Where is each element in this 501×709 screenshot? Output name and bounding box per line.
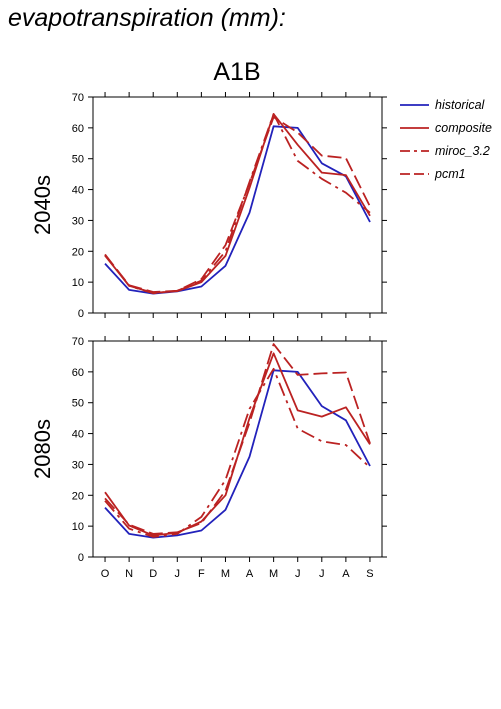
y-tick-label: 60: [72, 123, 84, 135]
y-tick-label: 70: [72, 336, 84, 348]
x-tick-label: F: [198, 568, 205, 580]
y-tick-label: 0: [78, 308, 84, 320]
x-tick-label: M: [221, 568, 230, 580]
panel-2040s: 0 10 20 30 40 50 60 70 2040s: [30, 92, 387, 320]
legend-label: historical: [435, 98, 486, 112]
chart-panels: 0 10 20 30 40 50 60 70 2040s 0 10 20 30 40 50 60 70 O N D J F…: [30, 92, 387, 580]
legend-label: pcm1: [434, 167, 466, 181]
y-tick-label: 10: [72, 277, 84, 289]
figure-title: evapotranspiration (mm):: [8, 4, 286, 32]
series-line-historical: [104, 125, 371, 295]
x-tick-label: M: [269, 568, 278, 580]
series-line-pcm1: [104, 116, 371, 293]
series-line-composite: [104, 113, 371, 294]
plot-frame: [92, 340, 383, 558]
y-tick-label: 40: [72, 429, 84, 441]
x-tick-label: N: [125, 568, 133, 580]
y-tick-label: 30: [72, 459, 84, 471]
y-tick-label: 40: [72, 185, 84, 197]
y-tick-label: 10: [72, 521, 84, 533]
series-line-miroc_3.2: [104, 367, 371, 538]
legend-label: composite: [435, 121, 492, 135]
x-tick-label: O: [101, 568, 110, 580]
legend-label: miroc_3.2: [435, 144, 490, 158]
series-line-miroc_3.2: [104, 113, 371, 295]
y-tick-label: 20: [72, 490, 84, 502]
y-tick-label: 70: [72, 92, 84, 104]
chart-legend: historical composite miroc_3.2 pcm1: [400, 98, 492, 181]
y-tick-label: 50: [72, 154, 84, 166]
y-tick-label: 20: [72, 246, 84, 258]
x-tick-label: J: [319, 568, 325, 580]
x-tick-label: D: [149, 568, 157, 580]
series-line-composite: [104, 352, 371, 537]
x-tick-label: A: [246, 568, 254, 580]
x-tick-label: J: [295, 568, 301, 580]
row-label: 2040s: [30, 175, 55, 235]
x-tick-label: S: [366, 568, 373, 580]
plot-frame: [92, 96, 383, 314]
panel-2080s: 0 10 20 30 40 50 60 70 O N D J F M A M J J A S 2080s: [30, 336, 387, 580]
y-tick-label: 30: [72, 215, 84, 227]
series-line-pcm1: [104, 343, 371, 535]
x-tick-label: A: [342, 568, 350, 580]
x-tick-label: J: [175, 568, 181, 580]
scenario-title: A1B: [213, 58, 260, 86]
y-tick-label: 60: [72, 367, 84, 379]
y-tick-label: 50: [72, 398, 84, 410]
row-label: 2080s: [30, 419, 55, 479]
y-tick-label: 0: [78, 552, 84, 564]
series-line-historical: [104, 369, 371, 539]
